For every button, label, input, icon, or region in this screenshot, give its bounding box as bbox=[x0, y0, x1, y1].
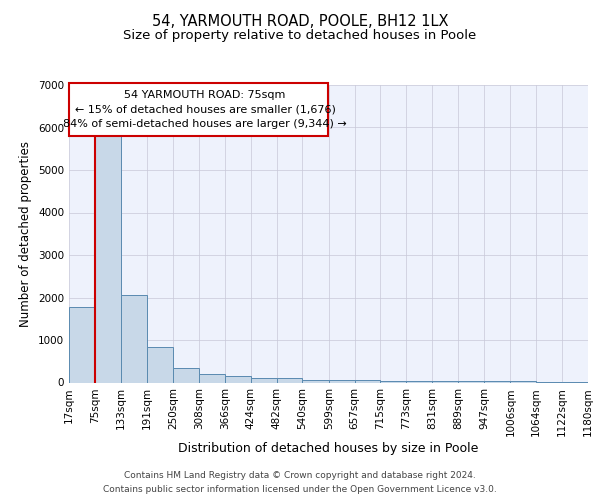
Bar bbox=[484, 381, 511, 382]
Bar bbox=[277, 378, 302, 382]
Text: Contains public sector information licensed under the Open Government Licence v3: Contains public sector information licen… bbox=[103, 484, 497, 494]
Text: Size of property relative to detached houses in Poole: Size of property relative to detached ho… bbox=[124, 28, 476, 42]
Text: ← 15% of detached houses are smaller (1,676): ← 15% of detached houses are smaller (1,… bbox=[74, 104, 335, 115]
Bar bbox=[432, 381, 458, 382]
Bar bbox=[225, 376, 251, 382]
Bar bbox=[69, 307, 95, 382]
Bar bbox=[146, 347, 173, 382]
Text: Contains HM Land Registry data © Crown copyright and database right 2024.: Contains HM Land Registry data © Crown c… bbox=[124, 472, 476, 480]
Text: 54 YARMOUTH ROAD: 75sqm: 54 YARMOUTH ROAD: 75sqm bbox=[124, 90, 286, 100]
Text: 54, YARMOUTH ROAD, POOLE, BH12 1LX: 54, YARMOUTH ROAD, POOLE, BH12 1LX bbox=[152, 14, 448, 28]
Bar bbox=[121, 296, 146, 382]
Bar bbox=[95, 135, 121, 382]
Bar bbox=[199, 374, 225, 382]
Bar bbox=[329, 380, 355, 382]
Bar bbox=[458, 381, 484, 382]
Y-axis label: Number of detached properties: Number of detached properties bbox=[19, 141, 32, 327]
Bar bbox=[406, 381, 432, 382]
Bar bbox=[173, 368, 199, 382]
Bar bbox=[302, 380, 329, 382]
Bar bbox=[69, 83, 328, 136]
Text: 84% of semi-detached houses are larger (9,344) →: 84% of semi-detached houses are larger (… bbox=[63, 120, 347, 130]
X-axis label: Distribution of detached houses by size in Poole: Distribution of detached houses by size … bbox=[178, 442, 479, 454]
Bar bbox=[380, 380, 406, 382]
Bar bbox=[355, 380, 380, 382]
Bar bbox=[251, 378, 277, 382]
